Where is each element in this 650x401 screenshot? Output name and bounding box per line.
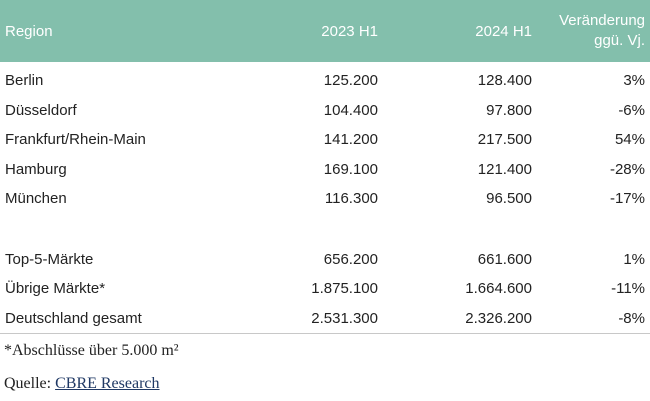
cell-change: 3% xyxy=(623,72,645,90)
cell-2024: 217.500 xyxy=(477,131,532,149)
cell-2023: 1.875.100 xyxy=(311,280,378,298)
cell-2024: 96.500 xyxy=(486,190,532,208)
table-row: Frankfurt/Rhein-Main 141.200 217.500 54% xyxy=(0,125,650,155)
cell-change: -6% xyxy=(618,101,645,119)
cell-2023: 169.100 xyxy=(323,160,378,178)
totals-row: Top-5-Märkte 656.200 661.600 1% xyxy=(0,245,650,275)
cell-2023: 141.200 xyxy=(323,131,378,149)
cell-region: Düsseldorf xyxy=(5,101,77,119)
cell-change: -11% xyxy=(611,280,645,298)
cell-change: 54% xyxy=(614,131,645,149)
table-row: Düsseldorf 104.400 97.800 -6% xyxy=(0,96,650,126)
table-row: Hamburg 169.100 121.400 -28% xyxy=(0,155,650,185)
cell-change: -28% xyxy=(609,160,645,178)
totals-row: Übrige Märkte* 1.875.100 1.664.600 -11% xyxy=(0,274,650,304)
cell-2024: 2.326.200 xyxy=(384,303,538,334)
office-take-up-table: Region 2023 H1 2024 H1 Veränderung ggü. … xyxy=(0,0,650,334)
data-table-container: Region 2023 H1 2024 H1 Veränderung ggü. … xyxy=(0,0,650,334)
cell-region: Hamburg xyxy=(5,160,67,178)
cell-region: Top-5-Märkte xyxy=(5,250,94,268)
table-row: Berlin 125.200 128.400 3% xyxy=(0,62,650,96)
table-header-row: Region 2023 H1 2024 H1 Veränderung ggü. … xyxy=(0,0,650,62)
cell-2023: 2.531.300 xyxy=(230,303,384,334)
source-line: Quelle: CBRE Research xyxy=(4,375,160,393)
footnote: *Abschlüsse über 5.000 m² xyxy=(4,342,179,359)
source-link[interactable]: CBRE Research xyxy=(55,375,160,392)
cell-change: -8% xyxy=(538,303,650,334)
header-change-line2: ggü. Vj. xyxy=(594,32,645,49)
header-2023-h1: 2023 H1 xyxy=(321,22,378,40)
spacer-cell xyxy=(0,214,650,245)
cell-2024: 661.600 xyxy=(477,250,532,268)
header-region: Region xyxy=(5,22,53,40)
source-prefix: Quelle: xyxy=(4,375,56,392)
cell-2023: 104.400 xyxy=(323,101,378,119)
header-2024-h1: 2024 H1 xyxy=(475,22,532,40)
cell-change: 1% xyxy=(623,250,645,268)
table-row: München 116.300 96.500 -17% xyxy=(0,184,650,214)
cell-2024: 128.400 xyxy=(477,72,532,90)
cell-change: -17% xyxy=(609,190,645,208)
cell-region: München xyxy=(5,190,67,208)
table-spacer-row xyxy=(0,214,650,245)
cell-2023: 656.200 xyxy=(323,250,378,268)
header-change-line1: Veränderung xyxy=(559,12,645,29)
cell-region: Deutschland gesamt xyxy=(0,303,230,334)
cell-region: Frankfurt/Rhein-Main xyxy=(5,131,146,149)
cell-2023: 125.200 xyxy=(323,72,378,90)
cell-2024: 121.400 xyxy=(477,160,532,178)
cell-2024: 1.664.600 xyxy=(465,280,532,298)
totals-row: Deutschland gesamt 2.531.300 2.326.200 -… xyxy=(0,303,650,334)
cell-2024: 97.800 xyxy=(486,101,532,119)
cell-2023: 116.300 xyxy=(324,190,378,208)
cell-region: Übrige Märkte* xyxy=(5,280,106,298)
header-change: Veränderung ggü. Vj. xyxy=(538,0,650,62)
cell-region: Berlin xyxy=(5,72,44,90)
